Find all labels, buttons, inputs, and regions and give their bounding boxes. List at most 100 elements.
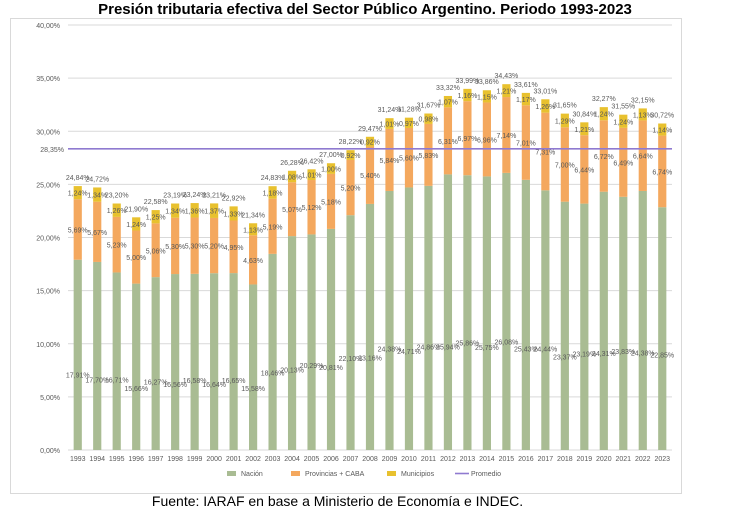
data-label-provincias: 5,84% xyxy=(380,158,400,165)
bar-segment-nacion xyxy=(151,277,160,450)
bar-segment-provincias xyxy=(404,127,414,188)
data-label-total: 24,83% xyxy=(261,175,285,182)
data-label-municipios: 1,13% xyxy=(633,112,653,119)
legend-swatch-provincias xyxy=(291,471,300,476)
data-label-total: 23,24% xyxy=(183,192,207,199)
data-label-nacion: 24,86% xyxy=(417,345,441,352)
bar-segment-provincias xyxy=(482,102,491,177)
data-label-provincias: 4,63% xyxy=(243,258,263,265)
y-tick-label: 10,00% xyxy=(36,342,60,349)
bar-segment-nacion xyxy=(599,191,608,451)
x-tick-label: 2020 xyxy=(596,456,612,463)
bar-segment-nacion xyxy=(132,283,141,450)
x-tick-label: 2018 xyxy=(557,456,573,463)
bar-segment-provincias xyxy=(190,217,199,274)
data-label-nacion: 25,94% xyxy=(436,344,460,351)
legend-label-promedio: Promedio xyxy=(471,471,501,478)
bar-segment-provincias xyxy=(580,135,589,204)
bar-segment-provincias xyxy=(132,230,141,284)
bar-segment-nacion xyxy=(482,176,491,450)
x-tick-label: 2006 xyxy=(323,456,339,463)
data-label-provincias: 6,44% xyxy=(574,167,594,174)
data-label-total: 33,32% xyxy=(436,85,460,92)
x-tick-label: 1998 xyxy=(167,456,183,463)
bar-segment-municipios xyxy=(385,118,394,129)
bar-segment-nacion xyxy=(268,253,277,450)
bar-segment-provincias xyxy=(502,97,511,173)
data-label-total: 34,43% xyxy=(495,73,519,80)
bar-segment-provincias xyxy=(249,235,258,285)
bar-segment-provincias xyxy=(365,146,375,204)
data-label-total: 31,55% xyxy=(611,104,635,111)
bar-segment-municipios xyxy=(210,203,219,218)
data-label-total: 31,67% xyxy=(417,103,441,110)
bar-segment-nacion xyxy=(443,174,453,450)
bar-segment-municipios xyxy=(443,95,453,108)
data-label-nacion: 24,38% xyxy=(631,351,655,358)
bar-segment-municipios xyxy=(482,90,491,103)
data-label-nacion: 17,70% xyxy=(85,378,109,385)
x-tick-label: 2002 xyxy=(245,456,261,463)
bar-segment-municipios xyxy=(112,203,121,217)
bar-segment-provincias xyxy=(521,105,530,180)
x-tick-label: 2013 xyxy=(460,456,476,463)
data-label-municipios: 0,92% xyxy=(341,153,361,160)
data-label-provincias: 4,95% xyxy=(224,245,244,252)
data-label-total: 26,28% xyxy=(280,160,304,167)
data-label-nacion: 20,81% xyxy=(319,365,343,372)
bar-segment-nacion xyxy=(326,228,336,450)
bar-segment-nacion xyxy=(171,274,180,450)
bar-segment-municipios xyxy=(541,99,550,113)
data-label-total: 23,21% xyxy=(202,192,226,199)
bar-segment-municipios xyxy=(326,163,336,174)
data-label-municipios: 1,01% xyxy=(302,173,322,180)
data-label-provincias: 5,40% xyxy=(360,173,380,180)
data-label-nacion: 16,58% xyxy=(183,378,207,385)
data-label-provincias: 5,30% xyxy=(165,244,185,251)
bar-segment-provincias xyxy=(210,217,219,274)
data-label-total: 31,28% xyxy=(397,107,421,114)
bar-segment-municipios xyxy=(599,107,608,121)
bar-segment-nacion xyxy=(619,196,628,450)
bar-segment-nacion xyxy=(658,207,667,450)
source-note: Fuente: IARAF en base a Ministerio de Ec… xyxy=(151,493,524,509)
data-label-nacion: 23,19% xyxy=(572,351,596,358)
data-label-provincias: 5,07% xyxy=(282,207,302,214)
bar-segment-provincias xyxy=(346,159,355,216)
data-label-provincias: 6,64% xyxy=(633,154,653,161)
data-label-total: 22,92% xyxy=(222,195,246,202)
bar-segment-provincias xyxy=(599,120,608,192)
bar-segment-municipios xyxy=(307,169,316,181)
data-label-municipios: 1,00% xyxy=(321,167,341,174)
x-tick-label: 1994 xyxy=(89,456,105,463)
data-label-nacion: 25,86% xyxy=(456,341,480,348)
bar-segment-municipios xyxy=(619,114,628,128)
data-label-nacion: 16,64% xyxy=(202,382,226,389)
data-label-municipios: 1,37% xyxy=(204,209,224,216)
x-tick-label: 2005 xyxy=(304,456,320,463)
bar-segment-nacion xyxy=(229,273,238,450)
bar-segment-municipios xyxy=(560,113,569,128)
data-label-municipios: 1,24% xyxy=(68,191,88,198)
data-label-municipios: 1,24% xyxy=(594,112,614,119)
bar-segment-nacion xyxy=(521,179,530,450)
data-label-municipios: 1,07% xyxy=(438,100,458,107)
data-label-municipios: 1,01% xyxy=(380,122,400,129)
bar-segment-provincias xyxy=(424,123,433,186)
data-label-nacion: 26,08% xyxy=(495,340,519,347)
bar-segment-nacion xyxy=(210,273,219,450)
data-label-total: 24,72% xyxy=(85,176,109,183)
bar-segment-provincias xyxy=(151,223,160,278)
data-label-total: 21,34% xyxy=(241,212,265,219)
bar-segment-provincias xyxy=(638,120,647,191)
data-label-municipios: 0,97% xyxy=(399,121,419,128)
data-label-nacion: 24,31% xyxy=(592,351,616,358)
bar-segment-provincias xyxy=(326,173,336,229)
data-label-total: 33,99% xyxy=(456,78,480,85)
x-tick-label: 1999 xyxy=(187,456,203,463)
data-label-nacion: 16,65% xyxy=(222,378,246,385)
data-label-nacion: 18,46% xyxy=(261,370,285,377)
y-tick-label: 5,00% xyxy=(40,395,60,402)
data-label-provincias: 5,67% xyxy=(87,230,107,237)
data-label-total: 31,24% xyxy=(378,107,402,114)
